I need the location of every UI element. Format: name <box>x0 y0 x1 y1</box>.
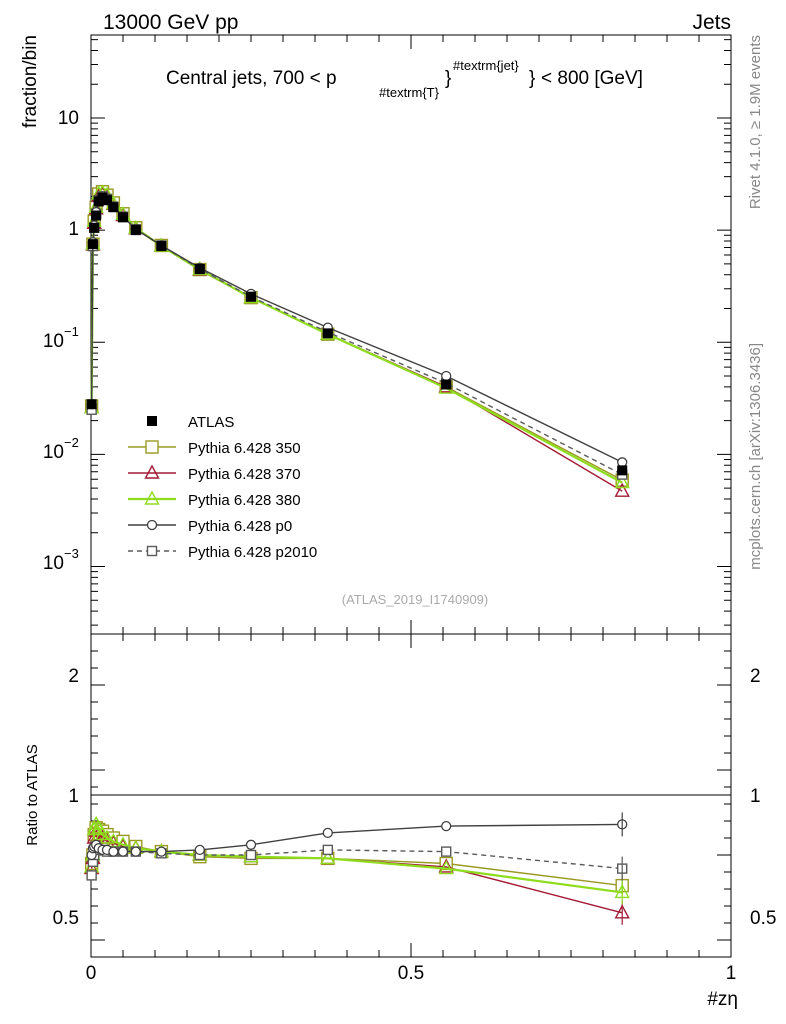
data-point-0-0 <box>86 399 97 410</box>
title-tail: < 800 [GeV] <box>541 68 643 89</box>
ratio-point-4-9 <box>130 846 141 857</box>
legend-marker-4 <box>146 519 158 531</box>
data-point-2-15 <box>614 482 630 497</box>
analysis-watermark: (ATLAS_2019_I1740909) <box>342 592 488 607</box>
data-point-0-1 <box>87 239 98 250</box>
ratio-point-4-11 <box>194 844 205 856</box>
side-text-rivet: Rivet 4.1.0, ≥ 1.9M events <box>747 35 764 209</box>
legend-label-5: Pythia 6.428 p2010 <box>188 544 317 561</box>
legend: ATLAS Pythia 6.428 350 Pythia 6.428 370 Pyt… <box>128 414 317 561</box>
ratio-point-3-2 <box>86 821 102 836</box>
ratio-tick-label-0.5-right: 0.5 <box>750 908 776 929</box>
data-point-0-3 <box>91 210 102 221</box>
y-tick-label-1: 1 <box>68 219 79 240</box>
y-tick-label-0.1: 10 <box>43 331 64 352</box>
main-plot-frame <box>90 34 732 635</box>
legend-marker-3 <box>144 490 160 505</box>
ratio-line-1 <box>90 826 623 887</box>
ratio-tick-label-1-right: 1 <box>750 786 761 807</box>
ratio-point-3-4 <box>91 819 107 834</box>
ratio-y-tick-labels: 2 1 0.5 2 1 0.5 <box>53 666 777 929</box>
ratio-line-3 <box>90 822 623 894</box>
header-right: Jets <box>692 11 731 34</box>
data-point-0-10 <box>156 241 167 252</box>
ratio-point-4-14 <box>441 820 452 832</box>
legend-marker-2 <box>144 464 160 479</box>
series-line-1 <box>90 190 623 481</box>
data-point-3-15 <box>614 474 630 489</box>
legend-marker-5 <box>146 545 158 557</box>
data-point-0-15 <box>617 465 628 476</box>
legend-marker-0 <box>147 416 157 426</box>
series-line-3 <box>90 191 623 484</box>
x-tick-label-1: 1 <box>726 963 737 984</box>
x-axis-label: #zη <box>707 989 738 1010</box>
ratio-tick-label-0.5: 0.5 <box>53 908 79 929</box>
data-point-4-14 <box>441 370 452 382</box>
main-y-tick-exponents: −1 −2 −3 <box>64 324 79 561</box>
ratio-tick-label-1: 1 <box>68 786 79 807</box>
ratio-tick-label-2-right: 2 <box>750 666 761 687</box>
y-axis-label: fraction/bin <box>20 35 41 128</box>
y-tick-exponent-0.001: −3 <box>64 546 79 561</box>
series-line-4 <box>90 195 623 463</box>
y-tick-exponent-0.1: −1 <box>64 324 79 339</box>
ratio-point-4-7 <box>108 846 119 857</box>
legend-label-3: Pythia 6.428 380 <box>188 492 301 509</box>
title-brace-open: } <box>445 68 451 89</box>
ratio-point-4-13 <box>322 827 333 839</box>
data-point-0-9 <box>130 225 141 236</box>
title-superscript: #textrm{jet} <box>453 58 519 73</box>
ratio-point-3-6 <box>99 829 115 844</box>
x-tick-label-0: 0 <box>86 963 97 984</box>
legend-label-0: ATLAS <box>188 414 234 431</box>
data-point-0-14 <box>441 379 452 390</box>
ratio-point-5-14 <box>441 846 452 857</box>
data-point-0-12 <box>246 291 256 302</box>
main-y-tick-labels: 10 1 10 10 10 <box>43 108 79 574</box>
data-point-0-8 <box>118 212 128 223</box>
ratio-point-3-14 <box>438 860 454 875</box>
title-brace-close: } <box>529 68 535 89</box>
legend-label-4: Pythia 6.428 p0 <box>188 518 292 535</box>
title-main: Central jets, 700 < p <box>166 68 337 89</box>
legend-label-1: Pythia 6.428 350 <box>188 440 301 457</box>
ratio-point-2-14 <box>438 858 454 873</box>
ratio-series-group <box>83 812 630 925</box>
y-tick-label-0.01: 10 <box>43 442 64 463</box>
legend-label-2: Pythia 6.428 370 <box>188 466 301 483</box>
ratio-line-2 <box>90 829 623 914</box>
title-subscript: #textrm{T} <box>379 85 440 100</box>
series-line-5 <box>90 195 623 476</box>
data-point-0-2 <box>89 222 100 233</box>
data-point-0-11 <box>194 264 205 275</box>
ratio-point-3-13 <box>320 849 336 865</box>
y-tick-label-0.001: 10 <box>43 553 64 574</box>
chart-title: Central jets, 700 < p #textrm{T} #textrm… <box>166 58 643 100</box>
legend-marker-1 <box>145 440 159 454</box>
y-tick-exponent-0.01: −2 <box>64 435 79 450</box>
data-point-0-7 <box>108 202 119 213</box>
x-tick-labels: 0 0.5 1 <box>86 963 737 984</box>
ratio-y-axis-label: Ratio to ATLAS <box>24 744 41 845</box>
header-left: 13000 GeV pp <box>103 11 238 34</box>
y-tick-label-10: 10 <box>58 108 79 129</box>
ratio-tick-label-2: 2 <box>68 666 79 687</box>
ratio-point-5-12 <box>245 849 257 861</box>
axis-ticks <box>90 35 732 958</box>
side-text-mcplots: mcplots.cern.ch [arXiv:1306.3436] <box>747 343 764 570</box>
ratio-point-5-0 <box>86 870 97 881</box>
x-tick-label-0.5: 0.5 <box>398 963 424 984</box>
main-series-group <box>83 184 630 497</box>
ratio-point-4-10 <box>156 846 167 857</box>
ratio-point-5-13 <box>322 844 333 856</box>
ratio-point-4-12 <box>245 839 257 850</box>
data-point-0-13 <box>322 328 333 339</box>
ratio-point-4-8 <box>117 846 129 857</box>
data-point-0-6 <box>102 195 112 206</box>
